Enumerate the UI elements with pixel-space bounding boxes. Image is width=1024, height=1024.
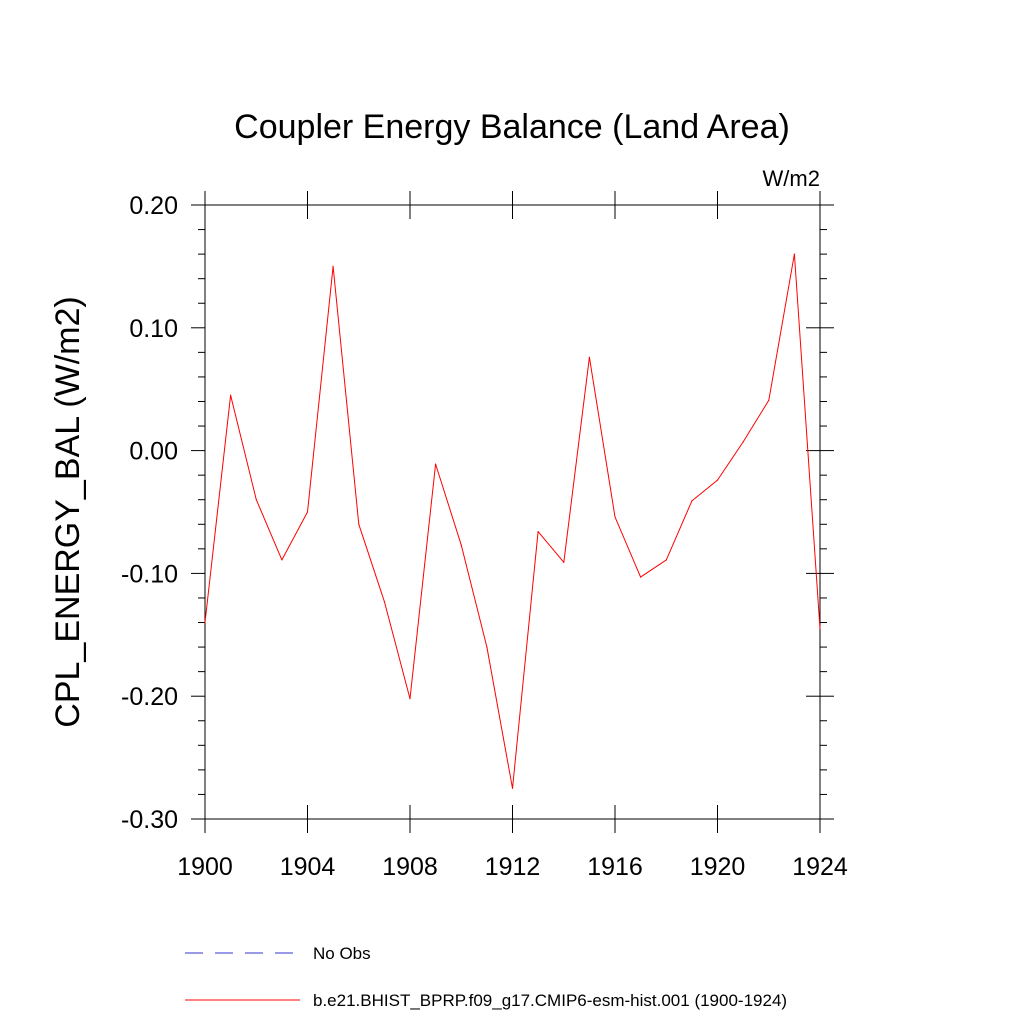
data-point	[742, 441, 744, 443]
data-point	[358, 523, 360, 525]
data-point	[306, 511, 309, 513]
legend-label-1: b.e21.BHIST_BPRP.f09_g17.CMIP6-esm-hist.…	[313, 991, 787, 1010]
x-tick-label: 1916	[587, 853, 643, 881]
x-tick-label: 1912	[485, 853, 541, 881]
y-tick-label: 0.20	[129, 192, 178, 220]
y-tick-label: -0.20	[121, 683, 178, 711]
data-point	[204, 621, 206, 624]
series-line-0	[204, 253, 821, 789]
data-point	[409, 698, 411, 700]
units-label: W/m2	[763, 166, 820, 191]
x-tick-label: 1908	[382, 853, 438, 881]
data-point	[768, 399, 770, 401]
legend-label-0: No Obs	[313, 944, 371, 963]
data-point	[230, 394, 232, 396]
data-point	[537, 531, 539, 533]
x-tick-label: 1924	[792, 853, 848, 881]
data-point	[665, 559, 667, 561]
y-tick-label: 0.00	[129, 438, 178, 466]
data-point	[281, 559, 283, 561]
data-point	[383, 601, 385, 603]
data-point	[486, 646, 488, 648]
data-point	[435, 463, 437, 465]
legend: No Obs b.e21.BHIST_BPRP.f09_g17.CMIP6-esm…	[185, 944, 787, 1010]
data-point	[716, 479, 719, 481]
plot-frame	[204, 204, 821, 820]
x-tick-label: 1920	[690, 853, 746, 881]
x-tick-label: 1900	[177, 853, 233, 881]
data-point	[460, 544, 462, 546]
data-point	[691, 500, 693, 502]
chart-title: Coupler Energy Balance (Land Area)	[234, 108, 790, 146]
y-tick-label: 0.10	[129, 315, 178, 343]
y-tick-label: -0.30	[121, 806, 178, 834]
series-layer	[204, 253, 821, 789]
axes-layer: 1900 1904 1908 1912 1916 1920 1924 0.20 0.10 0.00…	[121, 191, 848, 881]
y-axis-label: CPL_ENERGY_BAL (W/m2)	[49, 296, 87, 727]
data-point	[588, 356, 591, 358]
data-point	[511, 787, 514, 789]
y-tick-label: -0.10	[121, 560, 178, 588]
data-point	[563, 561, 565, 563]
data-point	[819, 628, 821, 630]
data-point	[793, 253, 796, 255]
data-point	[614, 516, 616, 518]
data-point	[255, 499, 257, 501]
x-tick-label: 1904	[280, 853, 336, 881]
data-point	[640, 576, 642, 578]
data-point	[332, 265, 334, 267]
